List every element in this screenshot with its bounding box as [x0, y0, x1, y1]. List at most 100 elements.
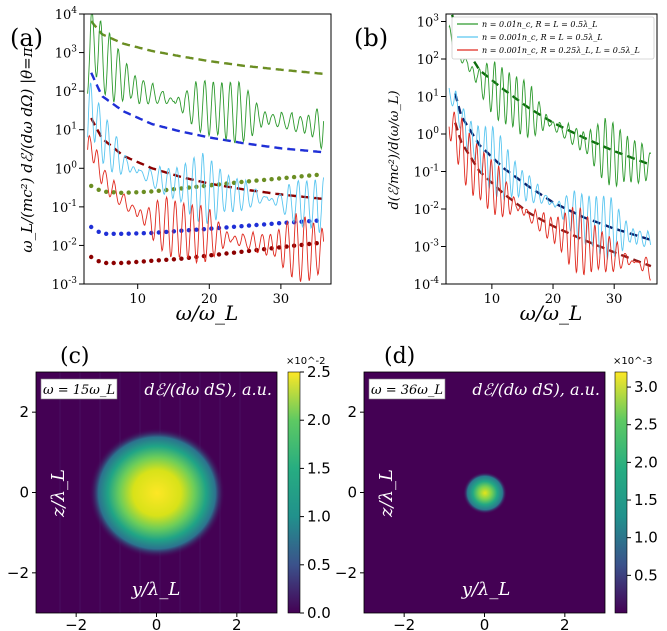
- series-green-dotted-point: [96, 187, 101, 192]
- series-blue-dotted-point: [231, 224, 237, 229]
- panel-c-colorbar-ticks: 0.0 0.5 1.0 1.5 2.0 2.5: [300, 363, 331, 622]
- panel-a-xlabel: ω/ω_L: [176, 301, 239, 325]
- y-tick-label: 101: [417, 89, 439, 106]
- y-tick-label: 0: [19, 484, 29, 502]
- series-red-dotted-point: [111, 260, 116, 266]
- series-blue-dotted-point: [111, 231, 116, 236]
- series-blue-dotted-point: [194, 227, 199, 232]
- series-green-dotted-point: [224, 181, 229, 186]
- x-tick-label: 20: [545, 292, 562, 307]
- x-tick-label: 0: [480, 616, 490, 631]
- x-tick-label: 0: [152, 616, 162, 631]
- series-red-dotted-point: [171, 257, 177, 262]
- series-red-dotted-point: [96, 259, 101, 264]
- y-tick-label: 10-2: [52, 237, 77, 254]
- series-blue-dotted-point: [254, 222, 259, 228]
- series-red-dotted-point: [216, 252, 222, 257]
- x-tick-label: 10: [129, 292, 146, 307]
- series-green-dotted-point: [119, 190, 124, 195]
- series-green-dotted-point: [104, 189, 109, 194]
- y-tick-label: 10-3: [414, 239, 440, 256]
- y-tick-label: 2: [347, 403, 357, 421]
- series-blue-dotted-point: [149, 230, 154, 236]
- panel-a-frame: [83, 13, 332, 285]
- colorbar-tick-label: 2.0: [307, 411, 331, 429]
- x-tick-label: 20: [201, 292, 218, 307]
- series-red-dotted-point: [89, 254, 94, 260]
- panel-d-label-box: [368, 378, 446, 400]
- panel-c-letter: (c): [60, 344, 90, 369]
- series-blue-dotted-point: [126, 231, 131, 236]
- series-green-dotted-point: [141, 189, 146, 195]
- series-blue-dotted-point: [261, 222, 267, 227]
- panel-a-plot-area: [87, 14, 325, 282]
- series-red-dotted-point: [276, 245, 282, 250]
- series-red-dotted-point: [141, 259, 146, 264]
- panel-a: (a) 10 20 30 10-3 10-2 10-1 100 101 102 103 104 ω/…: [10, 6, 332, 325]
- series-red-dotted-point: [179, 256, 184, 261]
- series-green-dotted-point: [126, 190, 131, 195]
- legend-box: [451, 16, 655, 60]
- series-red-dotted-point: [164, 257, 169, 262]
- y-tick-label: −2: [335, 564, 357, 582]
- series-red-dotted-point: [261, 247, 267, 252]
- series-green-dotted-point: [276, 176, 282, 181]
- series-red-dotted-point: [156, 258, 161, 263]
- panel-c-axes: −2 0 2 −2 0 2: [7, 403, 242, 631]
- y-tick-label: 103: [417, 14, 440, 31]
- y-tick-label: 0: [347, 484, 357, 502]
- panel-d-colorbar-multiplier: ×10^-3: [613, 356, 652, 367]
- y-tick-label: 101: [55, 122, 77, 139]
- panel-d-colorbar: [614, 371, 628, 614]
- y-tick-label: 102: [417, 51, 439, 68]
- y-tick-label: 10-1: [414, 164, 439, 181]
- series-blue-dotted-point: [104, 231, 109, 236]
- series-red-dotted-point: [134, 259, 139, 265]
- series-blue-dotted-point: [224, 225, 229, 230]
- colorbar-tick-label: 3.0: [634, 378, 658, 396]
- series-green-dotted-point: [254, 178, 259, 183]
- colorbar-tick-label: 0.0: [307, 604, 331, 622]
- series-red-dotted-point: [209, 253, 214, 258]
- series-blue-dotted-point: [239, 224, 244, 229]
- x-tick-label: −2: [393, 616, 415, 631]
- colorbar-tick-label: 2.5: [307, 363, 331, 381]
- series-red-dotted-point: [231, 250, 237, 255]
- y-tick-label: 100: [55, 160, 78, 177]
- colorbar-tick-label: 1.0: [634, 529, 658, 547]
- panel-c-heatmap: [36, 372, 277, 613]
- y-tick-label: 103: [55, 45, 78, 62]
- series-green-dotted-point: [134, 190, 139, 195]
- series-blue-dotted-point: [246, 223, 252, 228]
- panel-c-ylabel: z/λ_L: [48, 469, 69, 518]
- heatmap-spot: [89, 428, 225, 558]
- y-tick-label: 10-1: [52, 199, 77, 216]
- panel-c: (c) ω = 15ω_L dℰ/(dω dS), a.u. y/λ_L z/λ…: [7, 344, 331, 631]
- panel-b-ylabel: d(ℰ/mc²)/d(ω/ω_L): [387, 90, 402, 209]
- series-green-dotted-point: [216, 182, 222, 187]
- series-red-simulation: [448, 111, 651, 281]
- legend-entry-blue: n = 0.001n_c, R = L = 0.5λ_L: [482, 33, 603, 42]
- series-blue-dotted-point: [119, 231, 124, 236]
- colorbar-tick-label: 0.5: [634, 566, 658, 584]
- series-green-dotted-point: [171, 187, 177, 192]
- series-green-simulation: [87, 14, 325, 151]
- panel-b-plot-area: [448, 14, 652, 281]
- panel-a-ylabel: ω_L/(mc²) dℰ/(dω dΩ) |θ=π: [18, 46, 36, 252]
- panel-b: (b) 10 20 30 10-4 10-3 10-2 10-1 100 101 102 103 ω…: [354, 13, 658, 325]
- series-green-dotted-point: [149, 189, 154, 194]
- series-blue-dotted-point: [269, 221, 274, 226]
- series-blue-dotted-point: [141, 231, 146, 236]
- panel-c-colorbar: [287, 371, 301, 614]
- panel-b-letter: (b): [354, 24, 388, 52]
- series-blue-dotted-point: [134, 231, 139, 236]
- x-tick-label: 2: [560, 616, 570, 631]
- y-tick-label: 10-4: [414, 276, 440, 293]
- series-lightblue-simulation: [87, 82, 325, 233]
- series-green-dashed-fit: [450, 14, 651, 166]
- panel-b-axes: 10 20 30 10-4 10-3 10-2 10-1 100 101 102 103: [414, 14, 623, 308]
- panel-a-letter: (a): [10, 24, 43, 52]
- series-green-dotted-point: [209, 183, 214, 188]
- y-tick-label: 10-2: [414, 201, 439, 218]
- series-blue-dotted-point: [276, 221, 282, 226]
